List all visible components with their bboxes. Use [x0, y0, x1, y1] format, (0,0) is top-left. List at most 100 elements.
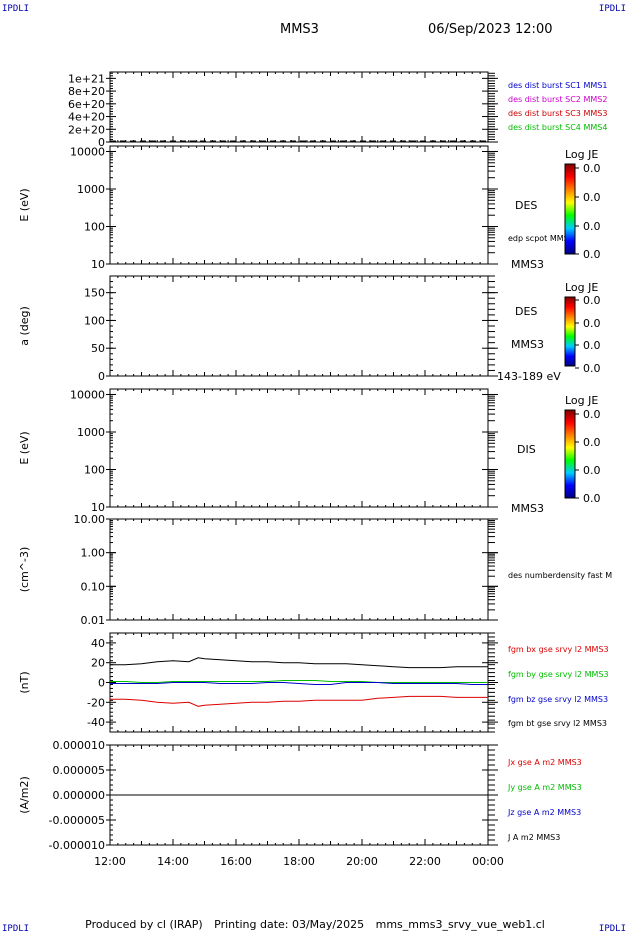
series-line	[110, 657, 488, 669]
corner-label-bl: IPDLI	[2, 924, 30, 934]
y-tick-label: 100	[84, 314, 105, 327]
colorbar-tick-label: 0.0	[583, 436, 601, 449]
x-tick-label: 14:00	[157, 855, 189, 868]
y-tick-label: 20	[91, 657, 105, 670]
x-tick-label: 20:00	[346, 855, 378, 868]
legend-entry: 143-189 eV	[497, 370, 561, 383]
y-tick-label: -0.000010	[49, 839, 105, 852]
legend-entry: J A m2 MMS3	[507, 833, 560, 842]
panel-frame	[109, 388, 489, 508]
panel-7: -0.000010 -0.000005 0.000000 0.000005 0.0000…	[18, 739, 582, 852]
y-tick-label: -20	[87, 696, 105, 709]
legend-entry: fgm bt gse srvy l2 MMS3	[508, 719, 607, 728]
legend-entry: des dist burst SC4 MMS4	[508, 123, 607, 132]
y-axis-label: E (eV)	[18, 431, 31, 464]
y-tick-label: 8e+20	[68, 85, 105, 98]
y-tick-label: 10000	[70, 388, 105, 401]
colorbar-title: Log JE	[565, 394, 598, 407]
y-tick-label: 10000	[70, 145, 105, 158]
panel-6: -40 -20 0 20 40 (nT) fgm bx gse srvy l2 MMS3 fg…	[18, 632, 609, 733]
corner-label-br: IPDLI	[598, 924, 626, 934]
datetime-title: 06/Sep/2023 12:00	[428, 22, 553, 37]
legend-entry: Jx gse A m2 MMS3	[507, 758, 582, 767]
legend-entry: des dist burst SC3 MMS3	[508, 109, 607, 118]
legend-entry: Jy gse A m2 MMS3	[507, 783, 582, 792]
footer-file: mms_mms3_srvy_vue_web1.cl	[375, 918, 545, 931]
panel-frame	[109, 71, 489, 143]
y-tick-label: 0.10	[81, 580, 106, 593]
y-axis-label: E (eV)	[18, 188, 31, 221]
y-tick-label: 10	[91, 501, 105, 514]
colorbar-tick-label: 0.0	[583, 492, 601, 505]
y-tick-label: 0	[98, 370, 105, 383]
colorbar-tick-label: 0.0	[583, 220, 601, 233]
y-tick-label: 0.01	[81, 614, 106, 627]
y-tick-label: 0.000000	[53, 789, 106, 802]
colorbar-tick-label: 0.0	[583, 191, 601, 204]
y-tick-label: 0	[98, 136, 105, 149]
y-tick-label: -0.000005	[49, 814, 105, 827]
y-axis-label: (nT)	[18, 671, 31, 693]
series-line	[110, 695, 488, 707]
series-line	[110, 682, 488, 685]
colorbar-tick-label: 0.0	[583, 362, 601, 375]
x-tick-label: 12:00	[94, 855, 126, 868]
footer-printing-date: Printing date: 03/May/2025	[214, 918, 365, 931]
x-tick-label: 18:00	[283, 855, 315, 868]
panel-5: 0.01 0.10 1.00 10.00 (cm^-3) des numberdensit…	[18, 513, 612, 627]
panel-2: 10 100 1000 10000 E (eV) DES edp scpot MMS3 MMS…	[18, 145, 601, 271]
corner-label-tl: IPDLI	[2, 4, 30, 14]
y-tick-label: 0	[98, 677, 105, 690]
y-tick-label: 10	[91, 258, 105, 271]
series-line	[110, 680, 488, 683]
panel-frame	[109, 145, 489, 265]
y-tick-label: 4e+20	[68, 111, 105, 124]
colorbar-tick-label: 0.0	[583, 464, 601, 477]
colorbar-title: Log JE	[565, 148, 598, 161]
y-tick-label: 10.00	[74, 513, 106, 526]
footer-produced-by: Produced by cl (IRAP)	[85, 918, 203, 931]
legend-entry: edp scpot MMS3	[508, 234, 574, 243]
legend-entry: DIS	[517, 443, 536, 456]
y-tick-label: 1000	[77, 183, 105, 196]
legend-entry: des dist burst SC2 MMS2	[508, 95, 607, 104]
y-tick-label: 0.000005	[53, 764, 106, 777]
y-axis-label: (cm^-3)	[18, 547, 31, 593]
legend-entry: fgm bx gse srvy l2 MMS3	[508, 645, 609, 654]
panel-frame	[109, 518, 489, 621]
x-tick-label: 00:00	[472, 855, 504, 868]
legend-entry: MMS3	[511, 338, 544, 351]
footer: Produced by cl (IRAP) Printing date: 03/…	[0, 918, 630, 931]
colorbar: Log JE0.00.00.00.0	[564, 394, 601, 505]
legend-entry: MMS3	[511, 258, 544, 271]
y-tick-label: 2e+20	[68, 123, 105, 136]
colorbar-tick-label: 0.0	[583, 317, 601, 330]
colorbar-tick-label: 0.0	[583, 339, 601, 352]
corner-label-tr: IPDLI	[598, 4, 626, 14]
y-tick-label: 100	[84, 463, 105, 476]
y-axis-label: a (deg)	[18, 306, 31, 346]
y-tick-label: 1000	[77, 426, 105, 439]
y-tick-label: 1e+21	[68, 72, 105, 85]
x-tick-label: 16:00	[220, 855, 252, 868]
y-tick-label: 1.00	[81, 547, 106, 560]
legend-entry: fgm by gse srvy l2 MMS3	[508, 670, 609, 679]
y-tick-label: 6e+20	[68, 98, 105, 111]
legend-entry: DES	[515, 305, 537, 318]
y-tick-label: 0.000010	[53, 739, 106, 752]
panel-frame	[109, 275, 489, 377]
legend-entry: fgm bz gse srvy l2 MMS3	[508, 695, 608, 704]
y-axis-label: (A/m2)	[18, 776, 31, 814]
legend-entry: DES	[515, 199, 537, 212]
y-tick-label: 50	[91, 342, 105, 355]
colorbar-title: Log JE	[565, 281, 598, 294]
spacecraft-title: MMS3	[280, 22, 319, 37]
colorbar: Log JE0.00.00.00.0	[564, 148, 601, 261]
y-tick-label: 100	[84, 220, 105, 233]
y-tick-label: 40	[91, 637, 105, 650]
legend-entry: des numberdensity fast M	[508, 571, 612, 580]
